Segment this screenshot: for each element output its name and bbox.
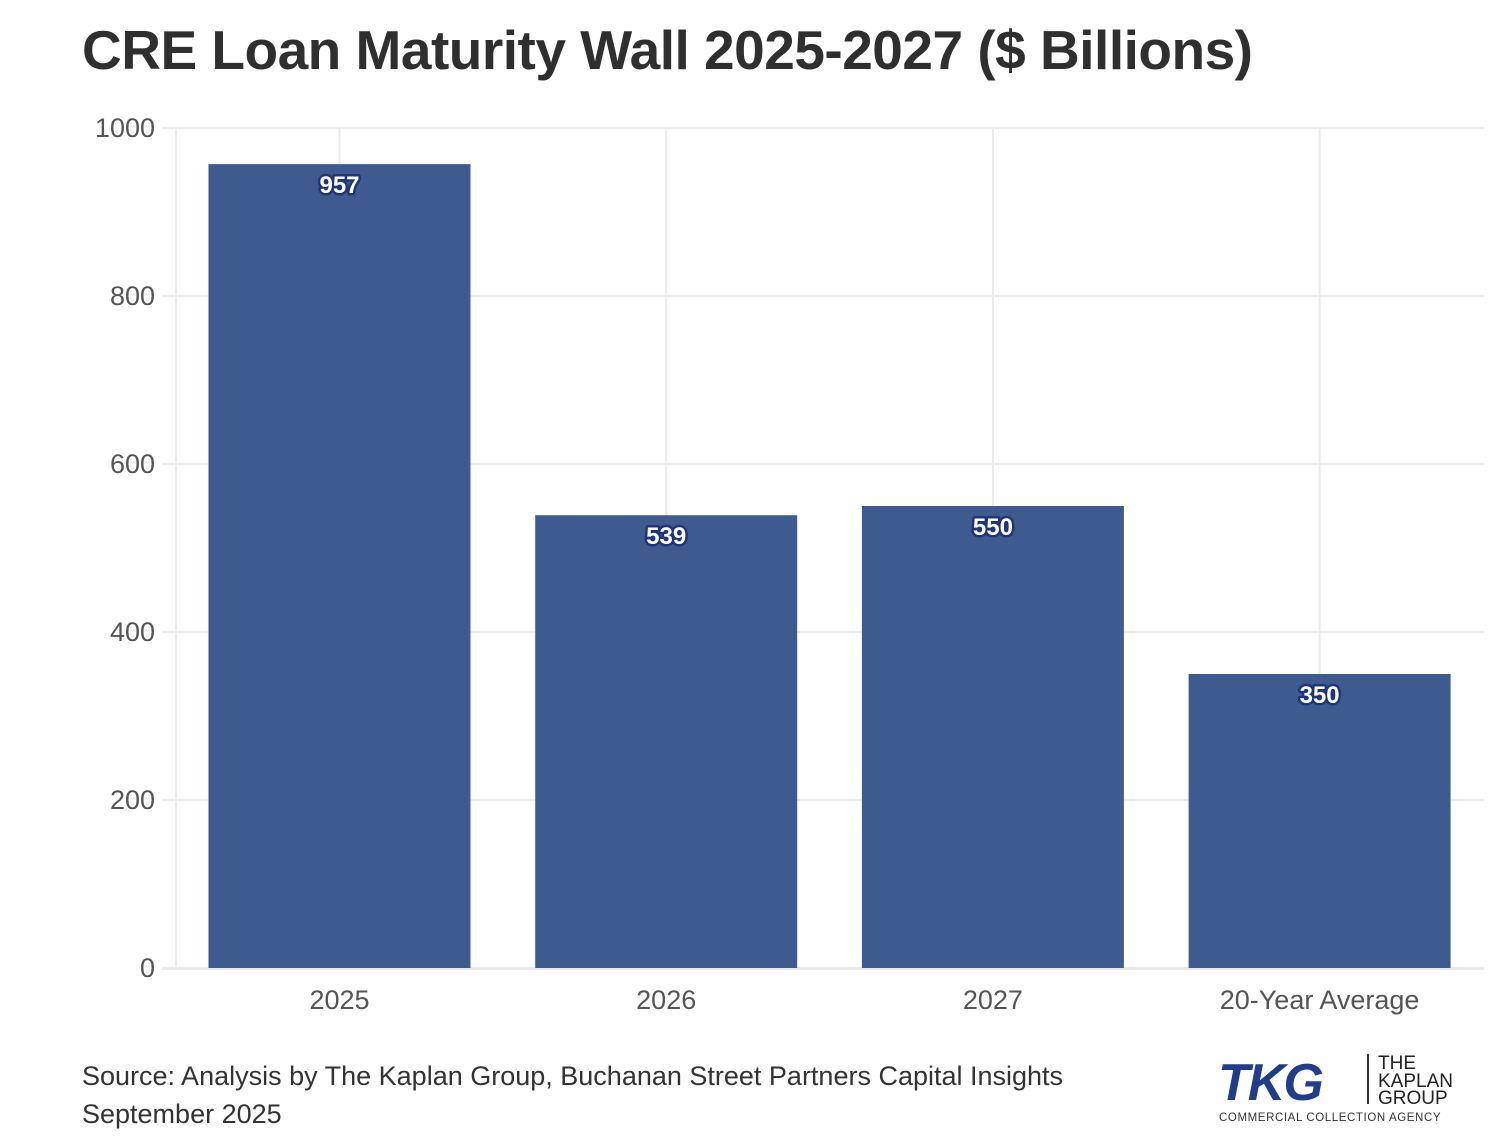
x-tick-label: 2027 [963, 985, 1023, 1015]
bar-2026 [535, 515, 798, 968]
data-label: 539 [646, 523, 686, 550]
data-label: 350 [1300, 682, 1340, 709]
x-tick-label: 20-Year Average [1220, 985, 1420, 1015]
source-line: Source: Analysis by The Kaplan Group, Bu… [82, 1061, 1064, 1091]
logo-line-the: THE [1378, 1053, 1416, 1074]
tkg-logo: TKG THE KAPLAN GROUP COMMERCIAL COLLECTI… [1218, 1053, 1453, 1124]
bar-2027 [861, 506, 1124, 968]
logo-line-group: GROUP [1378, 1088, 1448, 1109]
x-tick-label: 2026 [636, 985, 696, 1015]
y-tick-label: 400 [110, 617, 155, 647]
logo-line-kaplan: KAPLAN [1378, 1071, 1453, 1092]
logo-mark: TKG [1218, 1054, 1322, 1112]
y-tick-label: 600 [110, 449, 155, 479]
bar-layer [208, 164, 1451, 968]
source-date: September 2025 [82, 1099, 282, 1129]
y-tick-label: 800 [110, 281, 155, 311]
bar-20-year-average [1188, 674, 1451, 968]
bar-2025 [208, 164, 471, 968]
chart-title: CRE Loan Maturity Wall 2025-2027 ($ Bill… [82, 19, 1253, 81]
data-label: 957 [319, 172, 359, 199]
y-tick-label: 200 [110, 785, 155, 815]
x-tick-label: 2025 [309, 985, 369, 1015]
source-note: Source: Analysis by The Kaplan Group, Bu… [82, 1057, 1063, 1133]
logo-divider [1367, 1054, 1369, 1104]
axis-layer: 0 200 400 600 800 1000 2025 2026 2027 20-Year Ave… [95, 113, 1484, 1015]
y-tick-label: 1000 [95, 113, 155, 143]
logo-tagline: COMMERCIAL COLLECTION AGENCY [1219, 1112, 1441, 1124]
data-label: 550 [973, 514, 1013, 541]
y-tick-label: 0 [140, 953, 155, 983]
label-layer: 957 539 550 350 [317, 170, 1342, 712]
